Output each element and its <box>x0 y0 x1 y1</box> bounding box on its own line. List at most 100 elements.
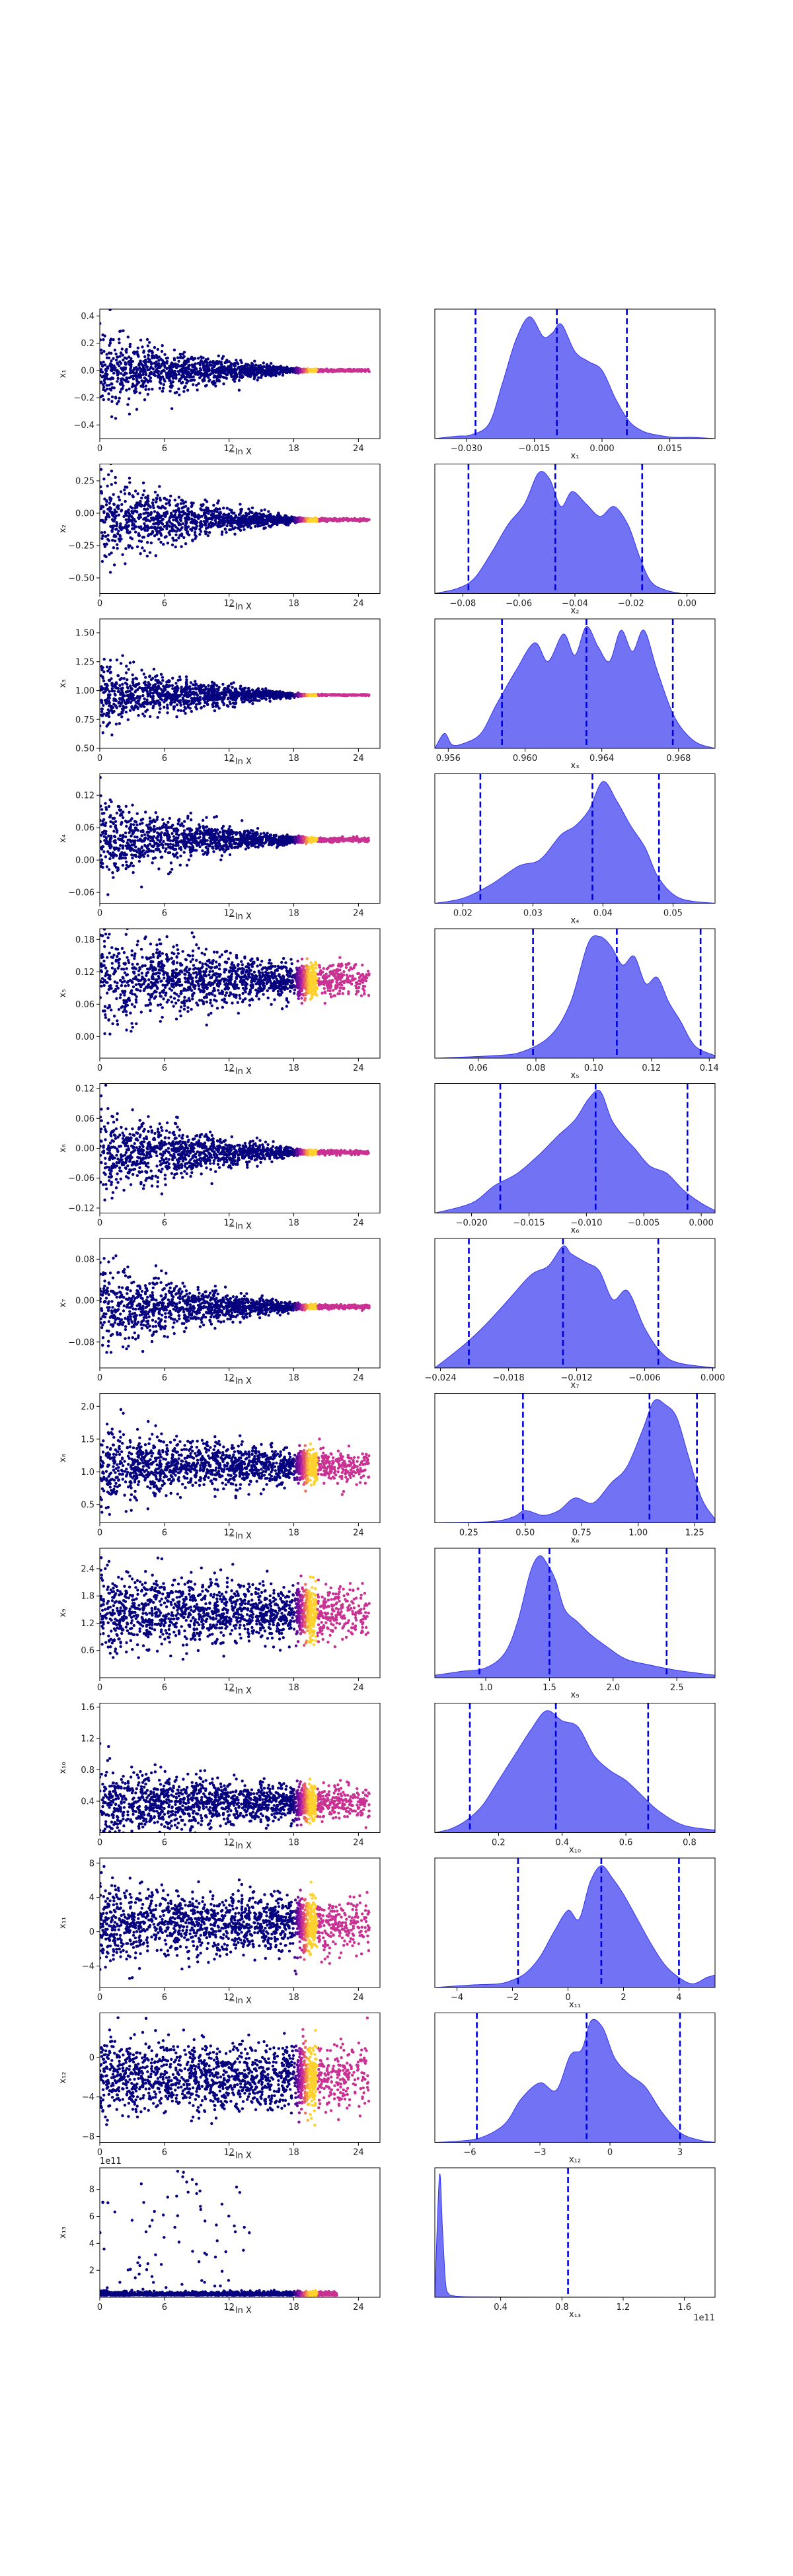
scatter-point <box>192 693 196 696</box>
scatter-point <box>215 694 218 698</box>
scatter-point <box>137 682 141 686</box>
scatter-point <box>256 695 260 698</box>
scatter-point <box>167 685 170 688</box>
scatter-point <box>112 502 116 506</box>
scatter-point <box>205 516 208 519</box>
scatter-point <box>200 515 204 518</box>
scatter-point <box>135 502 139 505</box>
scatter-point <box>240 694 244 698</box>
scatter-point <box>278 371 282 374</box>
scatter-point <box>217 379 221 383</box>
scatter-point <box>203 523 207 526</box>
scatter-point <box>119 490 123 493</box>
scatter-point <box>133 384 137 388</box>
scatter-point <box>170 684 174 688</box>
scatter-point <box>233 532 237 536</box>
scatter-point <box>133 706 137 709</box>
scatter-point <box>215 510 219 513</box>
scatter-point <box>182 694 186 698</box>
scatter-point <box>104 518 108 521</box>
scatter-point <box>178 353 182 356</box>
scatter-point <box>196 520 199 524</box>
scatter-point <box>184 542 188 546</box>
y-axis-label: x₂ <box>58 524 68 533</box>
scatter-point <box>184 371 188 374</box>
scatter-point <box>159 375 162 378</box>
scatter-point <box>192 375 195 378</box>
scatter-point <box>100 351 104 355</box>
x-tick-label: 0 <box>97 599 102 609</box>
scatter-point <box>173 524 176 527</box>
x-tick-label: 6 <box>162 599 167 609</box>
scatter-point <box>158 711 161 714</box>
scatter-point <box>130 546 134 550</box>
scatter-point <box>112 690 116 693</box>
scatter-point <box>285 696 288 700</box>
scatter-point <box>106 365 109 369</box>
scatter-point <box>105 542 108 546</box>
scatter-point <box>146 541 149 544</box>
scatter-point <box>151 501 155 505</box>
x-tick-label: 0 <box>97 444 102 454</box>
scatter-point <box>151 367 155 371</box>
x-tick-label: −0.04 <box>562 599 588 609</box>
scatter-point <box>208 361 211 365</box>
scatter-point <box>177 508 180 511</box>
scatter-point <box>272 516 275 519</box>
scatter-point <box>181 499 184 503</box>
scatter-point <box>146 701 149 705</box>
scatter-point <box>139 526 142 530</box>
scatter-point <box>168 503 172 507</box>
scatter-point <box>268 696 272 700</box>
scatter-point <box>120 509 124 512</box>
scatter-point <box>210 513 213 516</box>
scatter-point <box>217 371 220 374</box>
scatter-point <box>170 525 174 528</box>
scatter-point <box>102 388 105 391</box>
scatter-point <box>130 699 133 702</box>
scatter-point <box>242 520 245 524</box>
scatter-point <box>177 373 181 376</box>
scatter-point <box>219 515 222 519</box>
scatter-point <box>177 387 180 390</box>
scatter-point <box>101 534 104 538</box>
scatter-point <box>158 485 161 488</box>
scatter-point <box>153 356 156 359</box>
scatter-point <box>102 361 105 364</box>
scatter-point <box>225 360 228 363</box>
scatter-point <box>202 372 206 376</box>
scatter-point <box>110 530 114 533</box>
scatter-point <box>319 370 322 373</box>
scatter-point <box>108 383 111 387</box>
scatter-point <box>182 513 186 516</box>
scatter-point <box>165 498 169 501</box>
scatter-point <box>180 526 184 529</box>
scatter-point <box>262 690 266 693</box>
y-tick-label: −0.4 <box>73 421 94 431</box>
scatter-point <box>169 494 172 498</box>
scatter-point <box>184 505 188 508</box>
scatter-point <box>130 520 134 523</box>
scatter-point <box>194 362 197 365</box>
scatter-point <box>122 677 126 680</box>
scatter-point <box>142 351 145 354</box>
scatter-point <box>199 507 202 511</box>
scatter-point <box>218 507 221 511</box>
scatter-panel-1: 0 6 12 18 240.40.20.0−0.2−0.4−ln Xx₁ <box>58 308 381 457</box>
x-tick-label: 18 <box>288 599 299 609</box>
scatter-point <box>127 511 130 515</box>
scatter-point <box>108 496 112 499</box>
scatter-point <box>223 696 226 699</box>
scatter-point <box>133 697 136 700</box>
scatter-point <box>339 369 342 373</box>
scatter-point <box>217 360 221 363</box>
scatter-point <box>160 363 163 366</box>
scatter-point <box>212 375 216 379</box>
scatter-point <box>152 519 155 522</box>
scatter-point <box>143 715 146 718</box>
scatter-point <box>114 481 117 485</box>
scatter-point <box>174 545 177 549</box>
scatter-point <box>206 375 209 378</box>
scatter-point <box>251 519 255 522</box>
scatter-point <box>104 555 108 559</box>
